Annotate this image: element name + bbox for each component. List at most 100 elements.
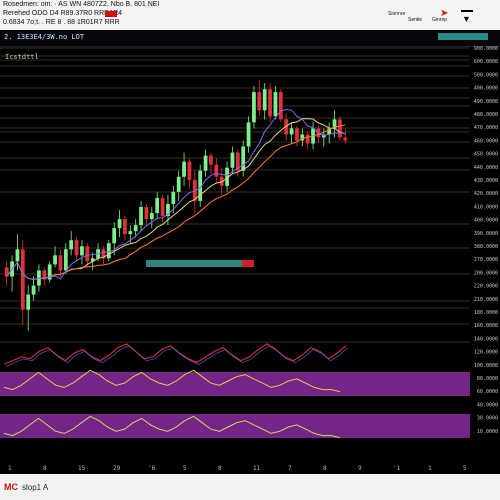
time-axis-label: 5 <box>463 465 467 472</box>
price-chart[interactable]: 900.0000 600.0000 500.0000 400.0000 490.0000… <box>0 46 500 474</box>
candle-body <box>321 134 326 138</box>
price-axis-label: 390.0000 <box>474 231 498 237</box>
price-axis-label: 480.0000 <box>474 112 498 118</box>
price-axis-label: 500.0000 <box>474 72 498 78</box>
candle-body <box>338 119 342 138</box>
time-axis-label: '1 <box>393 465 401 472</box>
candle-body <box>47 264 52 280</box>
arrow-icon[interactable]: ➤ <box>440 8 449 19</box>
candle-body <box>155 197 160 214</box>
mode-button[interactable] <box>438 33 488 40</box>
price-axis-label: 140.0000 <box>474 336 498 342</box>
price-axis-label: 220.0000 <box>474 284 498 290</box>
candle-body <box>214 164 219 177</box>
candle-body <box>160 197 165 217</box>
candle-body <box>295 128 299 141</box>
header-line-1: Rosedmen: om: · AS WN 4807Z2. Nbo B. 801… <box>3 1 160 8</box>
price-axis-label: 210.0000 <box>474 297 498 303</box>
time-axis-label: 29 <box>113 465 121 472</box>
price-axis-label: 440.0000 <box>474 165 498 171</box>
candle-body <box>219 176 224 186</box>
candle-body <box>20 249 25 310</box>
header-link-3[interactable]: Ginrnp <box>432 17 448 23</box>
candle-body <box>69 240 74 250</box>
candle-body <box>4 267 9 277</box>
time-axis-label: 8 <box>218 465 222 472</box>
candle-body <box>278 92 283 120</box>
time-axis-label: '6 <box>148 465 156 472</box>
price-axis-label: 30.0000 <box>477 416 498 422</box>
header-line-2: Rerehed ODO D4 R89.37R0 RRR1R4 <box>3 10 123 17</box>
moving-average-line <box>6 108 346 281</box>
candle-body <box>139 206 143 226</box>
candle-body <box>209 155 213 165</box>
candle-body <box>273 92 278 117</box>
candle-body <box>15 249 20 262</box>
price-axis-label: 60.0000 <box>477 389 498 395</box>
price-axis-label: 450.0000 <box>474 152 498 158</box>
price-axis-label: 40.0000 <box>477 402 498 408</box>
candle-body <box>106 243 111 259</box>
price-axis-label: 490.0000 <box>474 99 498 105</box>
price-axis-label: 200.0000 <box>474 270 498 276</box>
candle-body <box>80 246 84 256</box>
price-axis-label: 900.0000 <box>474 46 498 52</box>
candle-body <box>187 161 192 180</box>
header-link-2[interactable]: Sentie <box>408 17 423 23</box>
candle-body <box>268 89 272 117</box>
candle-body <box>289 128 294 135</box>
moving-average-line <box>6 124 346 281</box>
candle-body <box>284 119 289 135</box>
candle-body <box>171 191 176 204</box>
time-axis-label: 8 <box>43 465 47 472</box>
candle-body <box>112 228 117 244</box>
candle-body <box>101 249 106 259</box>
candle-body <box>117 219 122 229</box>
price-axis-label: 10.0000 <box>477 429 498 435</box>
footer-label: slop1 A <box>22 483 49 492</box>
chart-toolbar: 2. 13E3E4/3W.no LOT <box>0 30 500 47</box>
caret-down-icon[interactable]: ▼ <box>462 14 471 24</box>
price-axis-label: 270.0000 <box>474 257 498 263</box>
oscillator-1-signal <box>5 345 349 367</box>
price-axis-label: 460.0000 <box>474 138 498 144</box>
candle-body <box>74 240 79 256</box>
price-axis-label: 160.0000 <box>474 323 498 329</box>
oscillator-2-line <box>3 369 341 393</box>
line-icon <box>461 10 473 12</box>
price-axis-label: 600.0000 <box>474 59 498 65</box>
candle-body <box>343 137 348 141</box>
candle-body <box>246 122 251 147</box>
time-axis-label: 11 <box>253 465 261 472</box>
candle-body <box>42 270 47 280</box>
price-axis-label: 430.0000 <box>474 178 498 184</box>
candle-body <box>58 255 63 271</box>
price-axis-label: 470.0000 <box>474 125 498 131</box>
price-axis-label: 380.0000 <box>474 244 498 250</box>
candle-body <box>305 134 310 144</box>
time-axis-label: 1 <box>8 465 12 472</box>
candle-body <box>327 128 332 135</box>
time-axis-label: 15 <box>78 465 86 472</box>
candle-body <box>252 92 256 123</box>
candle-body <box>192 179 197 201</box>
header-line-3: 0.6834 7o;t. . RE 8 . 88 1R01R7 RRR <box>3 19 120 26</box>
price-axis-label: 420.0000 <box>474 191 498 197</box>
time-axis-label: 9 <box>358 465 362 472</box>
candle-body <box>144 206 149 220</box>
candle-body <box>300 134 305 141</box>
candle-body <box>225 167 229 186</box>
price-axis-label: 120.0000 <box>474 350 498 356</box>
header-link-1[interactable]: Sionnre <box>388 11 406 17</box>
candle-body <box>128 231 133 235</box>
candle-body <box>149 213 154 220</box>
footer-bar: MC slop1 A <box>0 474 500 500</box>
price-axis-label: 400.0000 <box>474 86 498 92</box>
candle-body <box>182 161 186 177</box>
logo-icon: MC <box>4 482 18 492</box>
candle-body <box>235 152 240 171</box>
candle-body <box>63 249 68 271</box>
header-bar: Rosedmen: om: · AS WN 4807Z2. Nbo B. 801… <box>0 0 500 30</box>
candle-body <box>53 255 57 265</box>
candle-body <box>198 170 203 201</box>
